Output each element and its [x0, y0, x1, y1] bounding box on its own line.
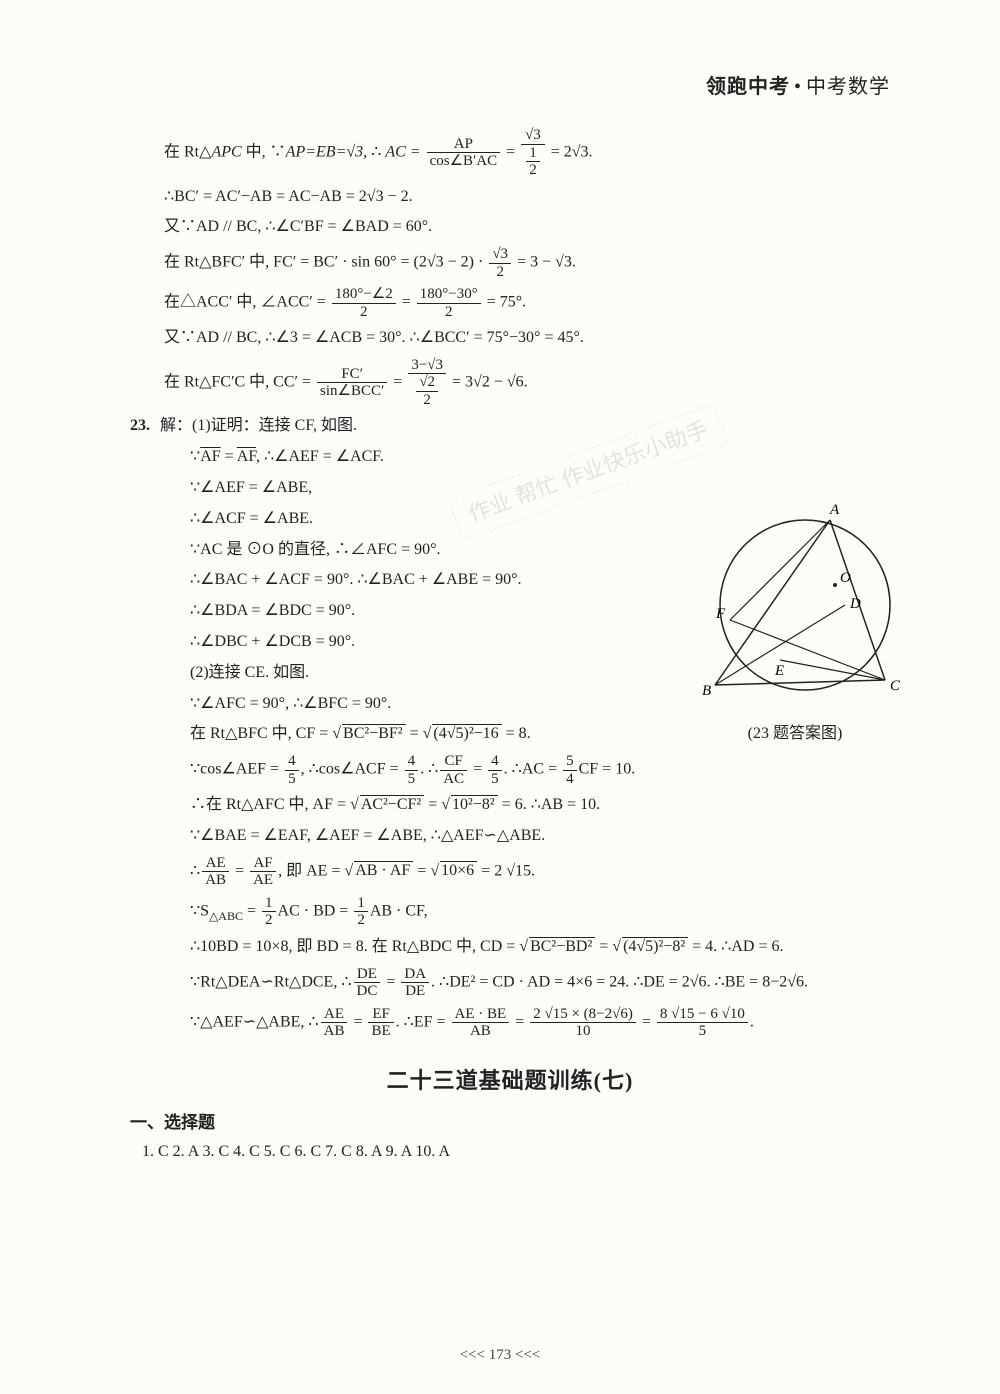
lbl-C: C: [890, 678, 901, 694]
circle-diagram: A B C D O F E: [680, 500, 910, 710]
q23-head: 23.解：(1)证明：连接 CF, 如图.: [130, 414, 890, 439]
line-7: 在 Rt△FC′C 中, CC′ = FC′sin∠BCC′ = 3−√3√22…: [130, 357, 890, 409]
choice-title: 一、选择题: [130, 1110, 890, 1136]
header-bold: 领跑中考: [706, 76, 790, 98]
p15: ∵S△ABC = 12AC · BD = 12AB · CF,: [130, 895, 890, 929]
section-title: 二十三道基础题训练(七): [130, 1064, 890, 1098]
line-3: 又∵AD // BC, ∴∠C′BF = ∠BAD = 60°.: [130, 215, 890, 240]
p18: ∵△AEF∽△ABE, ∴AEAB = EFBE. ∴EF = AE · BEA…: [130, 1006, 890, 1040]
line-1: 在 Rt△APC 中, ∵AP=EB=√3, ∴ AC = APcos∠B′AC…: [130, 127, 890, 179]
p11: ∵cos∠AEF = 45, ∴cos∠ACF = 45. ∴CFAC = 45…: [130, 753, 890, 787]
line-4: 在 Rt△BFC′ 中, FC′ = BC′ · sin 60° = (2√3 …: [130, 246, 890, 280]
frac-ac1: APcos∠B′AC: [427, 136, 501, 170]
line-5: 在△ACC′ 中, ∠ACC′ = 180°−∠22 = 180°−30°2 =…: [130, 286, 890, 320]
line-6: 又∵AD // BC, ∴∠3 = ∠ACB = 30°. ∴∠BCC′ = 7…: [130, 326, 890, 351]
header-dot: •: [794, 76, 802, 98]
lbl-D: D: [849, 596, 861, 612]
frac-ac2: √312: [521, 127, 545, 179]
p13: ∵∠BAE = ∠EAF, ∠AEF = ∠ABE, ∴△AEF∽△ABE.: [130, 824, 890, 849]
answers-line: 1. C 2. A 3. C 4. C 5. C 6. C 7. C 8. A …: [130, 1140, 890, 1165]
p12: ∴在 Rt△AFC 中, AF = √AC²−CF² = √10²−8² = 6…: [130, 793, 890, 818]
figure-23: A B C D O F E (23 题答案图): [680, 500, 910, 743]
page-footer: <<< 173 <<<: [0, 1347, 1000, 1364]
lbl-O: O: [840, 570, 851, 586]
lbl-B: B: [702, 683, 711, 699]
page-header: 领跑中考•中考数学: [130, 70, 890, 99]
p16: ∴10BD = 10×8, 即 BD = 8. 在 Rt△BDC 中, CD =…: [130, 935, 890, 960]
p2: ∵∠AEF = ∠ABE,: [130, 476, 890, 501]
p14: ∴AEAB = AFAE, 即 AE = √AB · AF = √10×6 = …: [130, 855, 890, 889]
page: 领跑中考•中考数学 作业 帮忙 作业快乐小助手 在 Rt△APC 中, ∵AP=…: [0, 0, 1000, 1394]
lbl-F: F: [715, 606, 726, 622]
lbl-A: A: [829, 502, 840, 518]
q23-number: 23.: [130, 414, 160, 439]
line-2: ∴BC′ = AC′−AB = AC−AB = 2√3 − 2.: [130, 185, 890, 210]
figure-caption: (23 题答案图): [680, 719, 910, 743]
header-rest: 中考数学: [806, 76, 890, 98]
p17: ∵Rt△DEA∽Rt△DCE, ∴DEDC = DADE. ∴DE² = CD …: [130, 966, 890, 1000]
p1: ∵AF = AF, ∴∠AEF = ∠ACF.: [130, 445, 890, 470]
lbl-E: E: [774, 663, 784, 679]
